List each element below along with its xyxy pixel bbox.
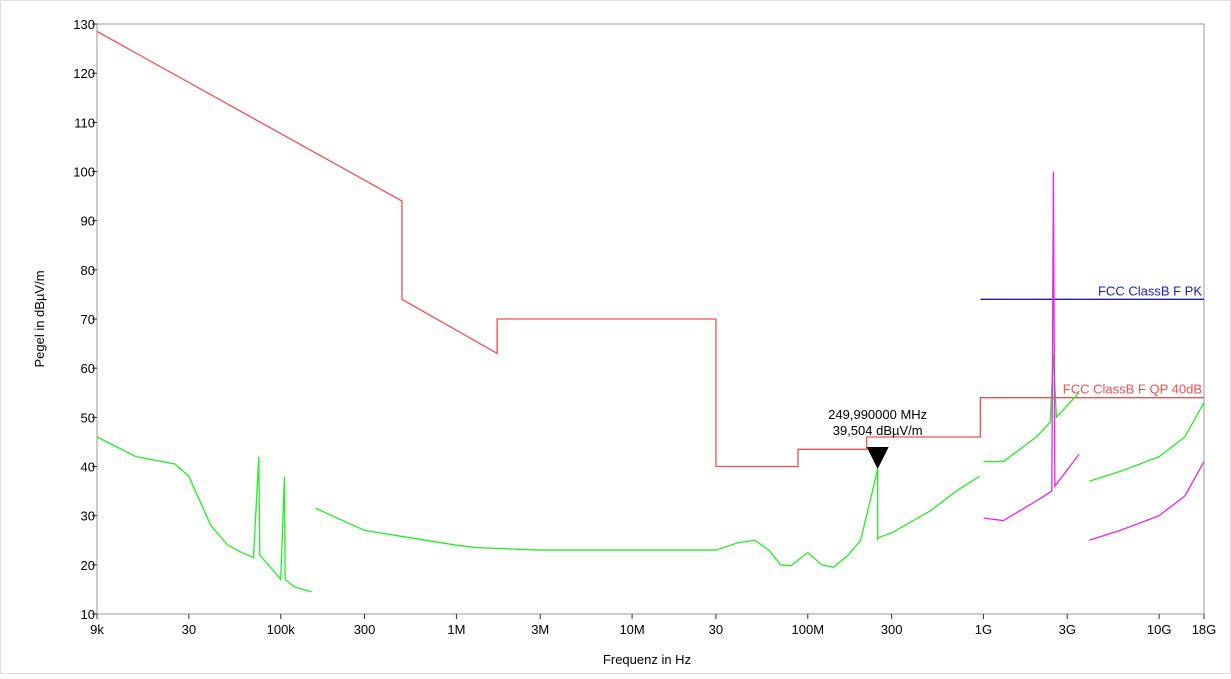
- x-tick-label: 10M: [619, 622, 644, 637]
- y-axis-label: Pegel in dBµV/m: [32, 270, 47, 367]
- series-label: FCC ClassB F QP 40dB: [1063, 382, 1202, 397]
- x-tick-label: 30: [709, 622, 723, 637]
- x-tick-label: 3G: [1059, 622, 1076, 637]
- marker-label: 39,504 dBµV/m: [833, 423, 923, 438]
- y-tick-label: 80: [81, 263, 95, 278]
- y-tick-label: 70: [81, 312, 95, 327]
- x-tick-label: 300: [881, 622, 903, 637]
- y-tick-label: 10: [81, 607, 95, 622]
- x-tick-label: 30: [182, 622, 196, 637]
- y-tick-label: 100: [73, 165, 95, 180]
- series-line: [96, 30, 1204, 468]
- y-tick-label: 20: [81, 558, 95, 573]
- x-tick-label: 100M: [792, 622, 825, 637]
- series-line: [983, 171, 1205, 541]
- x-tick-label: 1G: [975, 622, 992, 637]
- x-tick-label: 9k: [90, 622, 104, 637]
- x-tick-label: 10G: [1147, 622, 1172, 637]
- y-tick-label: 110: [74, 115, 95, 130]
- y-tick-label: 90: [81, 214, 95, 229]
- x-tick-label: 3M: [531, 622, 549, 637]
- series-line: [96, 353, 1205, 593]
- marker-label: 249,990000 MHz: [828, 407, 927, 422]
- marker: [866, 446, 889, 469]
- series-label: FCC ClassB F PK: [1098, 283, 1202, 298]
- y-tick-label: 120: [73, 66, 95, 81]
- x-tick-label: 100k: [267, 622, 296, 637]
- x-axis-label: Frequenz in Hz: [603, 652, 691, 667]
- x-tick-label: 300: [354, 622, 376, 637]
- x-tick-label: 1M: [447, 622, 465, 637]
- y-tick-label: 130: [73, 17, 95, 32]
- y-tick-label: 30: [81, 509, 95, 524]
- y-tick-label: 40: [81, 460, 95, 475]
- y-tick-label: 60: [81, 361, 95, 376]
- y-tick-label: 50: [81, 410, 95, 425]
- x-tick-label: 18G: [1192, 622, 1217, 637]
